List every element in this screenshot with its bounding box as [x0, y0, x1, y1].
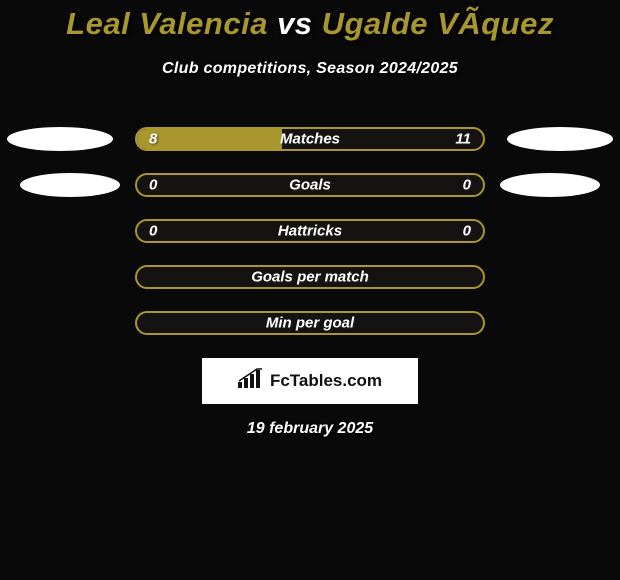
- stat-bar: Min per goal: [135, 311, 485, 335]
- stat-bar: Goals per match: [135, 265, 485, 289]
- stat-label: Goals per match: [137, 269, 483, 286]
- brand-text: FcTables.com: [270, 371, 382, 391]
- subtitle: Club competitions, Season 2024/2025: [0, 60, 620, 78]
- stat-label: Hattricks: [137, 223, 483, 240]
- stat-row-hattricks: 00Hattricks: [0, 208, 620, 254]
- right-ellipse: [500, 173, 600, 197]
- stat-label: Min per goal: [137, 315, 483, 332]
- stat-label: Goals: [137, 177, 483, 194]
- stat-label: Matches: [137, 131, 483, 148]
- right-ellipse: [507, 127, 613, 151]
- stat-bar: 00Goals: [135, 173, 485, 197]
- brand-chart-icon: [238, 368, 264, 395]
- page-title: Leal Valencia vs Ugalde VÃ­quez: [0, 0, 620, 42]
- left-ellipse: [7, 127, 113, 151]
- stat-row-min-per-goal: Min per goal: [0, 300, 620, 346]
- stat-bar: 00Hattricks: [135, 219, 485, 243]
- stat-rows: 811Matches 00Goals 00Hattricks Goals per ma…: [0, 116, 620, 346]
- stat-row-matches: 811Matches: [0, 116, 620, 162]
- brand-box[interactable]: FcTables.com: [202, 358, 418, 404]
- date-label: 19 february 2025: [0, 420, 620, 438]
- stat-bar: 811Matches: [135, 127, 485, 151]
- stat-row-goals-per-match: Goals per match: [0, 254, 620, 300]
- title-vs: vs: [268, 6, 322, 41]
- title-right-player: Ugalde VÃ­quez: [322, 6, 554, 41]
- left-ellipse: [20, 173, 120, 197]
- stat-row-goals: 00Goals: [0, 162, 620, 208]
- title-left-player: Leal Valencia: [66, 6, 268, 41]
